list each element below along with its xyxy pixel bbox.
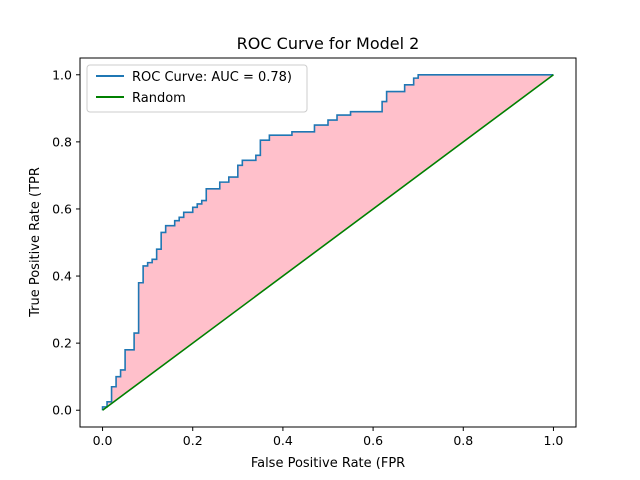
x-axis-label: False Positive Rate (FPR (251, 456, 405, 471)
series-layer (101, 73, 554, 411)
y-axis-ticks: 0.0 0.2 0.4 0.6 0.8 1.0 (52, 67, 80, 418)
x-tick-label: 0.6 (363, 433, 383, 448)
x-axis-ticks: 0.0 0.2 0.4 0.6 0.8 1.0 (93, 427, 564, 448)
legend-box (86, 64, 308, 113)
plot-area-frame (79, 57, 577, 428)
y-tick-label: 0.4 (52, 269, 72, 284)
x-tick-label: 0.2 (183, 433, 203, 448)
roc-curve-line (101, 73, 554, 411)
x-tick-label: 0.8 (453, 433, 473, 448)
x-tick-label: 1.0 (544, 433, 564, 448)
y-axis-label: True Positive Rate (TPR (28, 167, 43, 318)
y-tick-label: 1.0 (52, 67, 72, 82)
random-diagonal-line (102, 74, 554, 411)
legend-label-random: Random (132, 91, 186, 106)
y-tick-label: 0.2 (52, 336, 72, 351)
y-tick-label: 0.8 (52, 134, 72, 149)
y-tick-label: 0.0 (52, 403, 72, 418)
x-tick-label: 0.0 (93, 433, 113, 448)
chart-title: ROC Curve for Model 2 (237, 34, 420, 53)
y-tick-label: 0.6 (52, 201, 72, 216)
legend-label-roc: ROC Curve: AUC = 0.78) (132, 70, 292, 85)
legend: ROC Curve: AUC = 0.78) Random (86, 64, 308, 113)
x-tick-label: 0.4 (273, 433, 293, 448)
